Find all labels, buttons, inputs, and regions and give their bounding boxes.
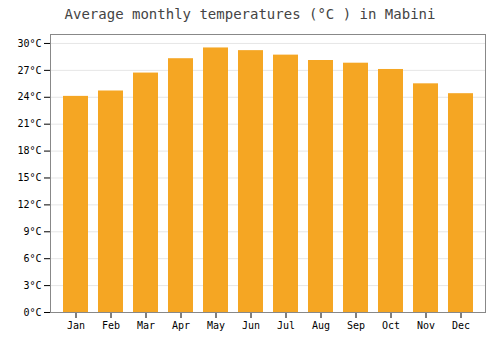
svg-text:9°C: 9°C [23,226,41,237]
svg-text:21°C: 21°C [17,118,41,129]
svg-text:Aug: Aug [312,320,330,331]
svg-text:0°C: 0°C [23,307,41,318]
svg-text:Apr: Apr [172,320,190,331]
svg-text:Jun: Jun [242,320,260,331]
svg-text:6°C: 6°C [23,253,41,264]
svg-text:18°C: 18°C [17,145,41,156]
svg-text:Jan: Jan [67,320,85,331]
svg-text:May: May [207,320,225,331]
svg-text:Mar: Mar [137,320,155,331]
svg-text:15°C: 15°C [17,172,41,183]
svg-text:Oct: Oct [382,320,400,331]
svg-text:30°C: 30°C [17,38,41,49]
html-text:Average monthly temperatures (: Average monthly temperatures (°C ) in Ma… [64,6,436,22]
svg-text:Jul: Jul [277,320,295,331]
svg-text:24°C: 24°C [17,91,41,102]
svg-text:3°C: 3°C [23,280,41,291]
svg-text:Nov: Nov [417,320,435,331]
svg-text:27°C: 27°C [17,65,41,76]
svg-text:Dec: Dec [452,320,470,331]
svg-text:Sep: Sep [347,320,365,331]
svg-text:Feb: Feb [102,320,120,331]
svg-text:12°C: 12°C [17,199,41,210]
